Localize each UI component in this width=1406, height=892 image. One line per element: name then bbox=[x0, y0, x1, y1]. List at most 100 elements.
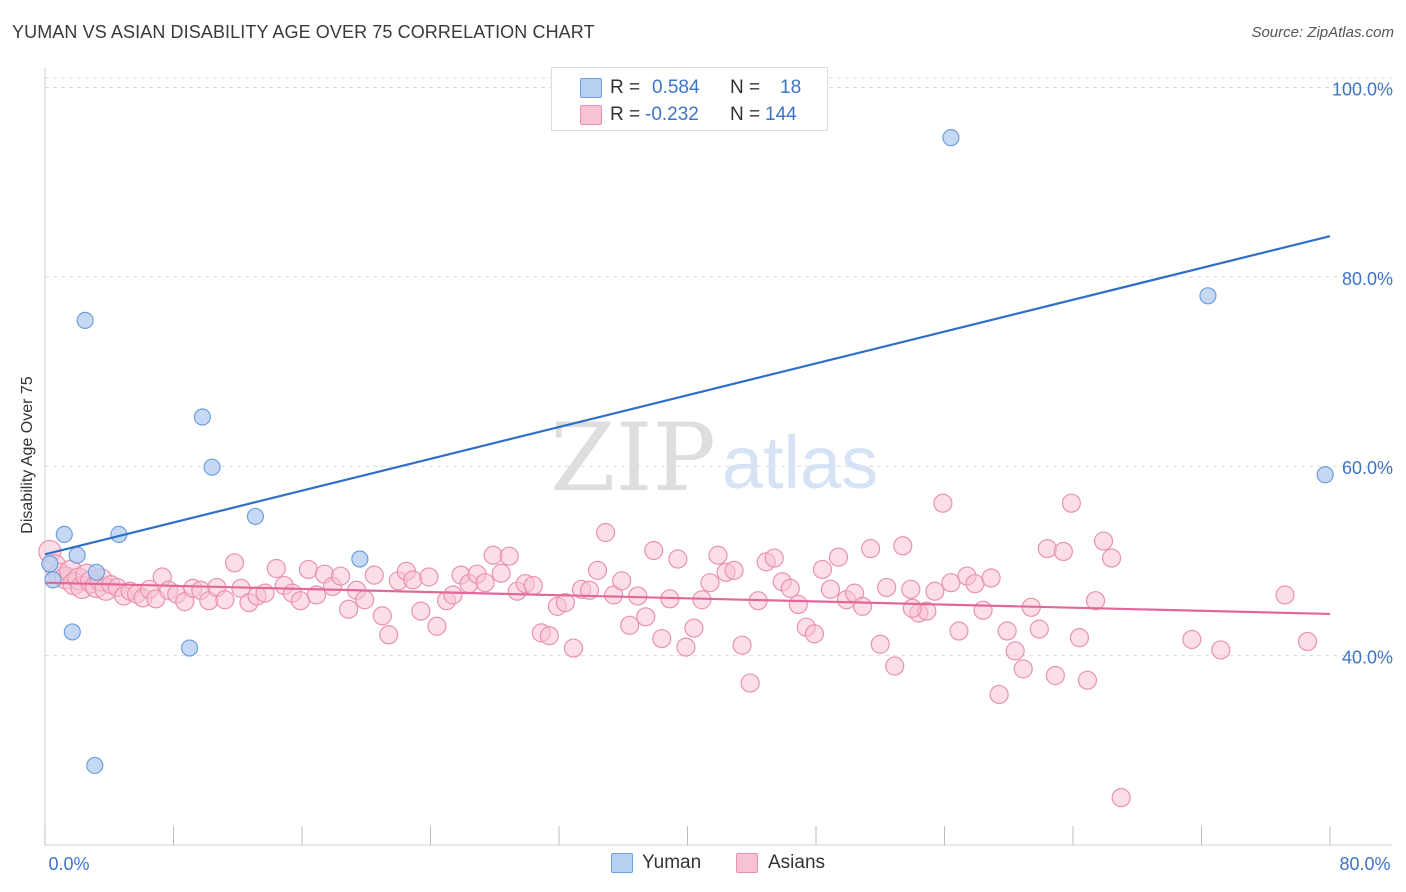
asians-point bbox=[620, 615, 640, 635]
y-tick-label: 80.0% bbox=[1342, 269, 1393, 289]
yuman-point bbox=[55, 525, 73, 544]
asians-point bbox=[483, 545, 503, 565]
asians-point bbox=[539, 626, 559, 646]
yuman-point bbox=[41, 555, 59, 573]
yuman-point bbox=[180, 639, 199, 657]
asians-point bbox=[491, 563, 511, 583]
asians-point bbox=[330, 566, 351, 586]
asians-point bbox=[852, 596, 873, 616]
asians-point bbox=[973, 600, 993, 620]
yuman-point bbox=[87, 563, 106, 581]
yuman-point bbox=[44, 571, 62, 589]
asians-point bbox=[893, 536, 913, 556]
asians-point bbox=[1093, 531, 1114, 551]
legend-n-label: N = bbox=[730, 104, 761, 125]
legend-n-value: 18 bbox=[780, 77, 802, 98]
yuman-legend-swatch bbox=[611, 853, 633, 873]
asians-point bbox=[981, 568, 1001, 588]
yuman-point bbox=[1316, 466, 1334, 484]
asians-point bbox=[1297, 631, 1318, 652]
asians-point bbox=[902, 598, 922, 618]
yuman-point bbox=[203, 458, 221, 476]
asians-point bbox=[989, 684, 1009, 705]
asians-point bbox=[1029, 619, 1049, 639]
asians-point bbox=[652, 628, 672, 649]
legend-row-asians: R = -0.232 N = 144 bbox=[552, 102, 827, 128]
asians-point bbox=[1211, 640, 1231, 660]
yuman-trend-line bbox=[44, 235, 1331, 556]
asians-point bbox=[708, 545, 728, 565]
asians-legend-swatch bbox=[736, 853, 758, 873]
asians-point bbox=[870, 634, 890, 654]
axes bbox=[44, 68, 1392, 846]
yuman-point bbox=[1199, 287, 1217, 305]
asians-point bbox=[403, 570, 423, 590]
correlation-legend: R = 0.584 N = 18 R = -0.232 N = 144 bbox=[551, 67, 828, 131]
asians-point bbox=[820, 579, 841, 599]
legend-n-value: 144 bbox=[765, 104, 797, 125]
legend-r-value: 0.584 bbox=[652, 77, 700, 98]
asians-point bbox=[901, 579, 921, 599]
watermark-zip: ZIP bbox=[550, 404, 716, 513]
asians-point bbox=[523, 575, 543, 596]
asians-point bbox=[740, 673, 760, 693]
asians-point bbox=[700, 573, 720, 593]
watermark-atlas: atlas bbox=[722, 421, 878, 504]
yuman-point bbox=[351, 550, 369, 568]
asians-point bbox=[427, 616, 447, 636]
asians-points bbox=[38, 493, 1318, 808]
legend-row-yuman: R = 0.584 N = 18 bbox=[552, 75, 827, 101]
source-credit: Source: ZipAtlas.com bbox=[1251, 24, 1394, 41]
asians-point bbox=[266, 558, 286, 579]
yuman-point bbox=[68, 546, 86, 564]
asians-point bbox=[499, 546, 519, 566]
asians-point bbox=[1061, 493, 1081, 513]
watermark: ZIP atlas bbox=[550, 404, 878, 513]
asians-point bbox=[684, 618, 704, 638]
legend-r-label: R = bbox=[610, 77, 641, 98]
asians-point bbox=[555, 592, 576, 613]
asians-point bbox=[1182, 629, 1202, 650]
y-tick-label: 60.0% bbox=[1342, 458, 1393, 478]
asians-legend-label: Asians bbox=[768, 852, 826, 873]
yuman-point bbox=[193, 408, 212, 426]
asians-point bbox=[877, 577, 897, 598]
asians-trend-line bbox=[44, 581, 1331, 616]
yuman-point bbox=[63, 623, 81, 641]
asians-point bbox=[812, 559, 833, 580]
asians-swatch bbox=[580, 105, 602, 125]
yuman-point bbox=[246, 507, 265, 526]
yuman-legend-label: Yuman bbox=[642, 852, 702, 873]
asians-point bbox=[636, 607, 656, 627]
asians-point bbox=[224, 553, 245, 573]
asians-point bbox=[676, 637, 696, 657]
asians-point bbox=[612, 571, 632, 591]
y-tick-label: 100.0% bbox=[1332, 79, 1393, 99]
yuman-point bbox=[76, 311, 94, 330]
legend-n-label: N = bbox=[730, 77, 761, 98]
asians-point bbox=[1101, 548, 1122, 568]
asians-point bbox=[364, 565, 384, 585]
asians-point bbox=[1005, 641, 1025, 661]
trend-lines bbox=[44, 235, 1331, 616]
y-tick-label: 40.0% bbox=[1342, 648, 1393, 668]
asians-point bbox=[419, 567, 439, 587]
asians-point bbox=[804, 624, 824, 644]
asians-point bbox=[828, 547, 849, 567]
asians-point bbox=[925, 581, 945, 601]
asians-point bbox=[644, 540, 664, 561]
asians-point bbox=[355, 590, 375, 610]
asians-point bbox=[1037, 539, 1057, 559]
asians-point bbox=[764, 548, 784, 568]
asians-point bbox=[965, 574, 985, 594]
asians-point bbox=[732, 635, 752, 655]
asians-point bbox=[595, 522, 616, 543]
asians-point bbox=[563, 638, 584, 658]
yuman-points bbox=[41, 70, 1334, 775]
asians-point bbox=[215, 590, 235, 610]
chart-title: YUMAN VS ASIAN DISABILITY AGE OVER 75 CO… bbox=[12, 22, 595, 42]
asians-point bbox=[1275, 585, 1295, 605]
yuman-point bbox=[942, 129, 960, 147]
legend-r-label: R = bbox=[610, 104, 641, 125]
asians-point bbox=[411, 601, 431, 621]
